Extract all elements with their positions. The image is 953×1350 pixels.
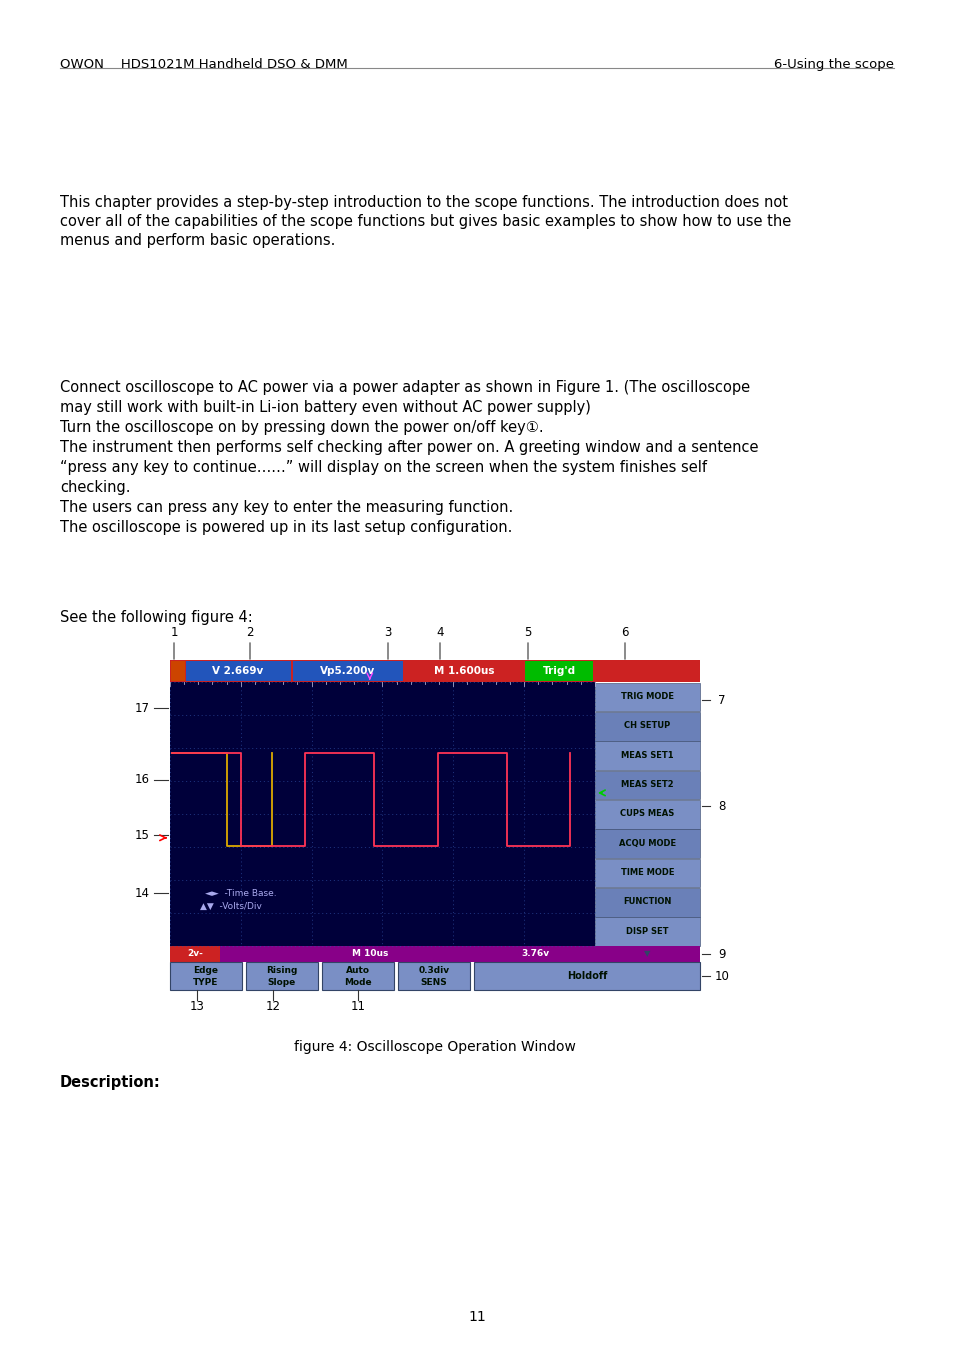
Text: Edge: Edge bbox=[193, 967, 218, 976]
Text: 3.76v: 3.76v bbox=[520, 949, 549, 958]
Text: DISP SET: DISP SET bbox=[625, 927, 668, 936]
Text: ▼: ▼ bbox=[643, 949, 650, 958]
Text: OWON    HDS1021M Handheld DSO & DMM: OWON HDS1021M Handheld DSO & DMM bbox=[60, 58, 348, 72]
Bar bbox=[595, 799, 700, 829]
Text: ▲▼  -Volts/Div: ▲▼ -Volts/Div bbox=[200, 902, 262, 911]
Text: 0.3div: 0.3div bbox=[418, 967, 449, 976]
Bar bbox=[405, 662, 522, 680]
Bar bbox=[170, 946, 220, 963]
Text: Connect oscilloscope to AC power via a power adapter as shown in Figure 1. (The : Connect oscilloscope to AC power via a p… bbox=[60, 379, 749, 396]
Bar bbox=[595, 859, 700, 887]
Bar bbox=[595, 917, 700, 946]
Bar bbox=[220, 946, 595, 963]
Text: 7: 7 bbox=[718, 694, 725, 707]
Text: Turn the oscilloscope on by pressing down the power on/off key①.: Turn the oscilloscope on by pressing dow… bbox=[60, 420, 543, 435]
Text: menus and perform basic operations.: menus and perform basic operations. bbox=[60, 234, 335, 248]
Text: “press any key to continue……” will display on the screen when the system finishe: “press any key to continue……” will displ… bbox=[60, 460, 706, 475]
Bar bbox=[397, 963, 470, 990]
Text: M 10us: M 10us bbox=[352, 949, 388, 958]
Bar bbox=[170, 682, 595, 946]
Text: 11: 11 bbox=[468, 1310, 485, 1324]
Text: See the following figure 4:: See the following figure 4: bbox=[60, 610, 253, 625]
Text: The instrument then performs self checking after power on. A greeting window and: The instrument then performs self checki… bbox=[60, 440, 758, 455]
Bar bbox=[246, 963, 317, 990]
Bar bbox=[474, 963, 700, 990]
Text: Holdoff: Holdoff bbox=[566, 971, 606, 981]
Bar bbox=[595, 683, 700, 711]
Text: MEAS SET1: MEAS SET1 bbox=[620, 751, 673, 760]
Bar bbox=[186, 662, 291, 680]
Bar bbox=[595, 946, 700, 963]
Text: 17: 17 bbox=[134, 702, 150, 716]
Text: 4: 4 bbox=[436, 625, 443, 639]
Bar bbox=[322, 963, 394, 990]
Bar bbox=[595, 771, 700, 799]
Bar bbox=[293, 662, 402, 680]
Bar bbox=[170, 660, 700, 682]
Text: 16: 16 bbox=[134, 774, 150, 786]
Text: Auto: Auto bbox=[346, 967, 370, 976]
Text: V 2.669v: V 2.669v bbox=[213, 666, 263, 676]
Text: 12: 12 bbox=[266, 999, 280, 1012]
Text: checking.: checking. bbox=[60, 481, 131, 495]
Text: may still work with built-in Li-ion battery even without AC power supply): may still work with built-in Li-ion batt… bbox=[60, 400, 590, 414]
Text: 11: 11 bbox=[350, 999, 365, 1012]
Text: figure 4: Oscilloscope Operation Window: figure 4: Oscilloscope Operation Window bbox=[294, 1040, 576, 1054]
Text: Description:: Description: bbox=[60, 1075, 161, 1089]
Text: M 1.600us: M 1.600us bbox=[434, 666, 494, 676]
Bar bbox=[170, 963, 242, 990]
Bar bbox=[595, 888, 700, 917]
Text: ACQU MODE: ACQU MODE bbox=[618, 838, 676, 848]
Text: 15: 15 bbox=[134, 829, 150, 841]
Bar bbox=[595, 829, 700, 859]
Text: 8: 8 bbox=[718, 799, 725, 813]
Text: TYPE: TYPE bbox=[193, 977, 218, 987]
Text: TIME MODE: TIME MODE bbox=[620, 868, 674, 878]
Text: CH SETUP: CH SETUP bbox=[623, 721, 670, 730]
Text: 2: 2 bbox=[246, 625, 253, 639]
Bar bbox=[524, 662, 593, 680]
Text: 3: 3 bbox=[384, 625, 392, 639]
Text: cover all of the capabilities of the scope functions but gives basic examples to: cover all of the capabilities of the sco… bbox=[60, 215, 790, 230]
Text: SENS: SENS bbox=[420, 977, 447, 987]
Bar bbox=[171, 662, 185, 680]
Text: MEAS SET2: MEAS SET2 bbox=[620, 780, 673, 790]
Text: 14: 14 bbox=[134, 887, 150, 899]
Text: This chapter provides a step-by-step introduction to the scope functions. The in: This chapter provides a step-by-step int… bbox=[60, 194, 787, 211]
Bar bbox=[595, 741, 700, 770]
Text: The users can press any key to enter the measuring function.: The users can press any key to enter the… bbox=[60, 500, 513, 514]
Text: 10: 10 bbox=[714, 969, 729, 983]
Text: 13: 13 bbox=[190, 999, 205, 1012]
Text: Mode: Mode bbox=[344, 977, 372, 987]
Text: ◄►  -Time Base.: ◄► -Time Base. bbox=[205, 888, 276, 898]
Text: 6: 6 bbox=[620, 625, 628, 639]
Text: Rising: Rising bbox=[266, 967, 297, 976]
Text: 5: 5 bbox=[524, 625, 531, 639]
Text: 1: 1 bbox=[170, 625, 177, 639]
Bar bbox=[595, 711, 700, 741]
Text: FUNCTION: FUNCTION bbox=[622, 898, 671, 906]
Text: 6-Using the scope: 6-Using the scope bbox=[773, 58, 893, 72]
Text: Vp5.200v: Vp5.200v bbox=[320, 666, 375, 676]
Text: Trig'd: Trig'd bbox=[542, 666, 575, 676]
Text: 9: 9 bbox=[718, 948, 725, 960]
Text: Slope: Slope bbox=[268, 977, 295, 987]
Text: CUPS MEAS: CUPS MEAS bbox=[619, 810, 674, 818]
Text: TRIG MODE: TRIG MODE bbox=[620, 693, 673, 701]
Text: 2v-: 2v- bbox=[187, 949, 203, 958]
Text: The oscilloscope is powered up in its last setup configuration.: The oscilloscope is powered up in its la… bbox=[60, 520, 512, 535]
